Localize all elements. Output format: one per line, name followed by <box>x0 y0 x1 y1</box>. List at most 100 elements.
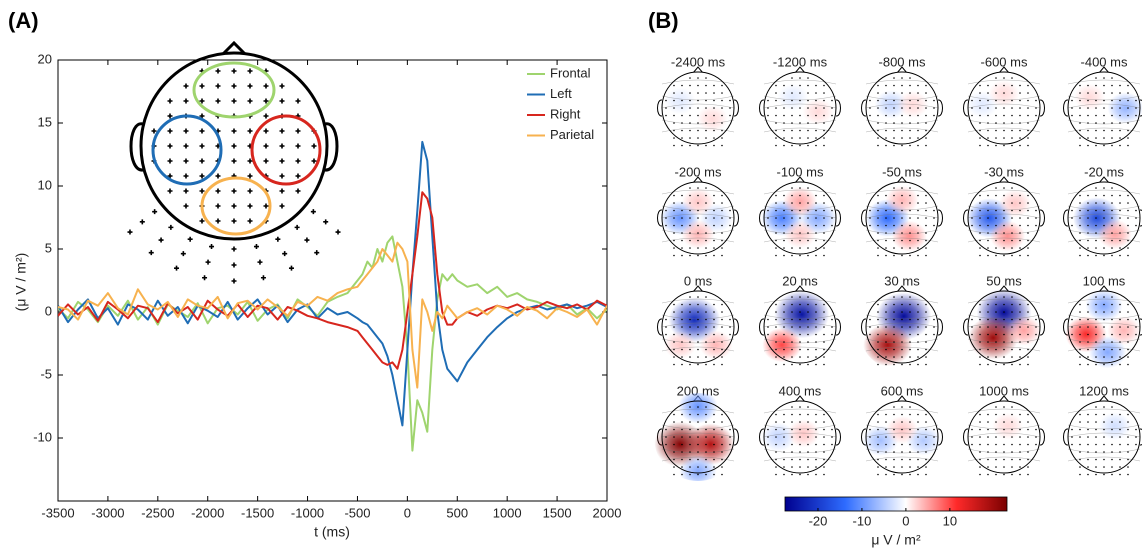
topomap-title: 0 ms <box>684 273 713 288</box>
electrode <box>673 326 675 328</box>
electrode <box>1027 356 1029 358</box>
electrode <box>1019 107 1021 109</box>
electrode <box>775 341 777 343</box>
electrode <box>263 113 269 119</box>
electrode <box>933 318 935 321</box>
electrode <box>1003 77 1005 79</box>
electrode <box>1119 217 1121 219</box>
electrode <box>799 77 801 79</box>
head-ear <box>937 318 943 336</box>
electrode <box>885 224 887 227</box>
electrode <box>183 173 189 179</box>
electrode <box>721 436 723 438</box>
electrode <box>979 239 981 242</box>
electrode <box>1011 254 1013 257</box>
electrode <box>1119 363 1121 366</box>
electrode <box>885 458 887 461</box>
electrode <box>791 333 793 336</box>
electrode <box>987 122 989 124</box>
electrode <box>909 451 911 453</box>
electrode <box>893 224 895 227</box>
contour <box>661 189 735 195</box>
head-nose <box>896 395 908 403</box>
electrode <box>783 122 785 124</box>
electrode <box>807 451 809 453</box>
electrode <box>697 84 699 87</box>
electrode <box>799 326 801 328</box>
electrode <box>681 341 683 343</box>
electrode <box>1035 217 1037 219</box>
electrode <box>705 443 707 446</box>
electrode <box>1003 217 1005 219</box>
electrode <box>791 114 793 117</box>
colorbar-label: μ V / m² <box>871 532 921 548</box>
electrode <box>673 202 675 204</box>
electrode <box>775 239 777 242</box>
head-outline <box>763 290 837 364</box>
x-tick-label: -1000 <box>291 505 324 520</box>
electrode <box>901 77 903 79</box>
electrode <box>304 237 310 243</box>
electrode <box>807 333 809 336</box>
electrode <box>673 247 675 249</box>
electrode <box>799 107 801 109</box>
electrode <box>1127 239 1129 242</box>
electrode <box>1003 232 1005 234</box>
electrode <box>925 333 927 336</box>
electrode <box>1027 311 1029 313</box>
electrode <box>1103 363 1105 366</box>
contour <box>1067 119 1141 125</box>
topomap-title: -100 ms <box>777 164 824 179</box>
electrode <box>697 122 699 124</box>
electrode <box>1011 77 1013 79</box>
head-nose <box>998 176 1010 184</box>
electrode <box>815 311 817 313</box>
electrode <box>1119 311 1121 313</box>
electrode <box>673 129 675 132</box>
electrode <box>995 428 997 431</box>
electrode <box>909 122 911 124</box>
electrode <box>199 173 205 179</box>
electrode <box>979 421 981 423</box>
electrode <box>799 122 801 124</box>
electrode <box>831 107 833 109</box>
electrode <box>925 144 927 147</box>
contour <box>967 456 1041 462</box>
electrode <box>979 92 981 94</box>
electrode <box>1019 239 1021 242</box>
electrode <box>815 217 817 219</box>
electrode <box>689 194 691 197</box>
electrode <box>681 107 683 109</box>
electrode <box>681 99 683 102</box>
electrode <box>815 333 817 336</box>
electrode <box>775 137 777 139</box>
electrode <box>1079 413 1081 416</box>
electrode <box>909 247 911 249</box>
electrode <box>689 122 691 124</box>
electrode <box>917 92 919 94</box>
electrode <box>807 122 809 124</box>
electrode <box>971 436 973 438</box>
electrode <box>791 348 793 351</box>
electrode <box>1027 436 1029 438</box>
electrode <box>1011 92 1013 94</box>
electrode <box>893 326 895 328</box>
electrode <box>1119 224 1121 227</box>
electrode <box>1011 406 1013 408</box>
contour <box>763 103 837 109</box>
electrode <box>799 144 801 147</box>
electrode <box>775 333 777 336</box>
electrode <box>1087 232 1089 234</box>
electrode <box>877 473 879 476</box>
contour <box>763 346 837 352</box>
electrode <box>925 232 927 234</box>
electrode <box>823 348 825 351</box>
electrode <box>689 356 691 358</box>
contour <box>865 338 939 344</box>
electrode <box>979 458 981 461</box>
electrode <box>721 144 723 147</box>
electrode <box>987 232 989 234</box>
electrode <box>1135 224 1137 227</box>
electrode <box>689 247 691 249</box>
electrode <box>885 443 887 446</box>
